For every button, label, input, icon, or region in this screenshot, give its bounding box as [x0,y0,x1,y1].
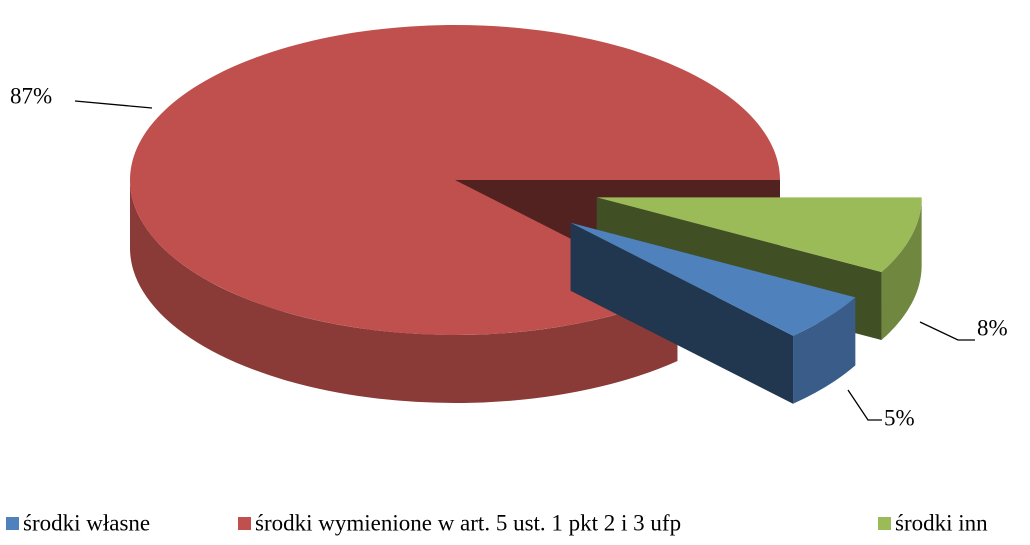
leader-line [74,100,153,109]
pie-side [130,180,678,403]
legend-label: środki wymienione w art. 5 ust. 1 pkt 2 … [255,510,681,535]
leader-line [847,389,882,421]
pie-slice [570,222,856,336]
data-label: 8% [977,315,1008,340]
pie-wall [570,222,794,404]
leader-line [919,321,975,341]
pie-slice [596,197,922,273]
legend-swatch [878,517,891,530]
pie-side [793,297,856,404]
data-label: 87% [10,83,52,108]
legend-label: środki inn [895,510,988,535]
legend-swatch [6,517,19,530]
legend-label: środki własne [23,510,150,535]
pie-side [881,197,922,341]
legend-swatch [238,517,251,530]
pie-slice [130,24,781,335]
data-label: 5% [884,405,915,430]
